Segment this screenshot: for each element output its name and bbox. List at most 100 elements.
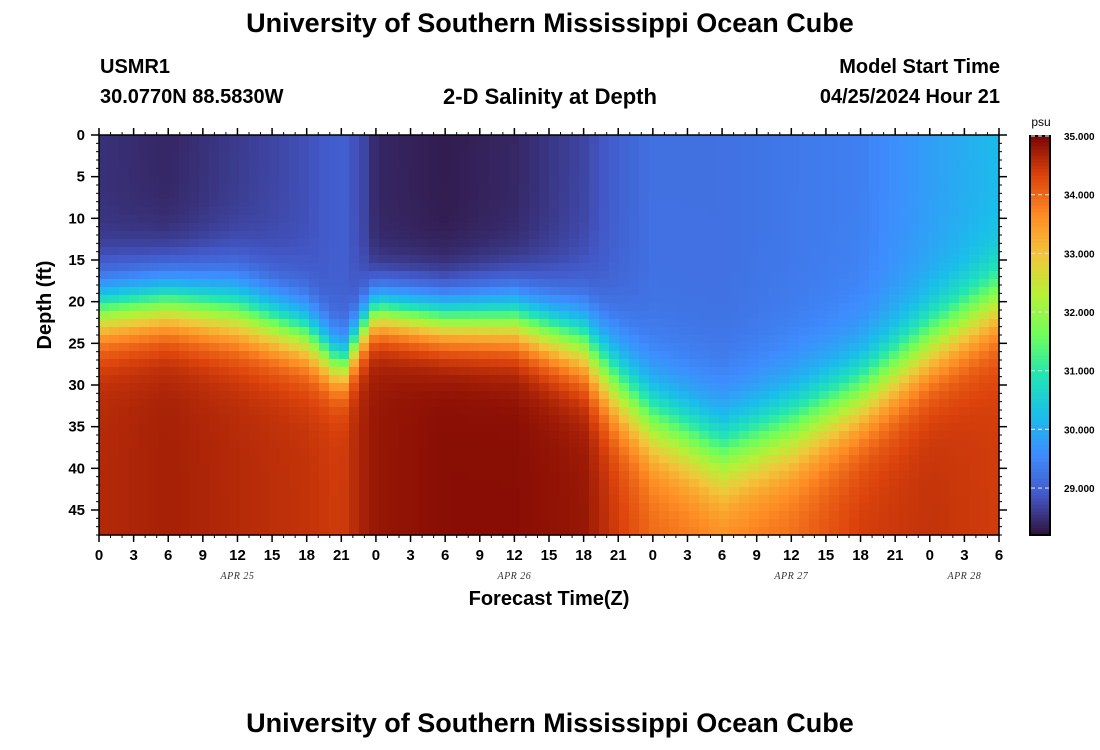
heatmap-cell: [139, 319, 150, 328]
heatmap-cell: [169, 455, 180, 464]
heatmap-cell: [99, 359, 110, 368]
heatmap-cell: [819, 239, 830, 248]
heatmap-cell: [489, 223, 500, 232]
heatmap-cell: [929, 423, 940, 432]
heatmap-cell: [849, 167, 860, 176]
heatmap-cell: [199, 215, 210, 224]
heatmap-cell: [759, 287, 770, 296]
heatmap-cell: [779, 391, 790, 400]
heatmap-cell: [469, 263, 480, 272]
heatmap-cell: [709, 511, 720, 520]
heatmap-cell: [189, 431, 200, 440]
heatmap-cell: [109, 447, 120, 456]
heatmap-cell: [229, 519, 240, 528]
colorbar-segment: [1030, 235, 1050, 240]
heatmap-cell: [529, 319, 540, 328]
heatmap-cell: [429, 367, 440, 376]
heatmap-cell: [119, 207, 130, 216]
heatmap-cell: [959, 263, 970, 272]
heatmap-cell: [879, 263, 890, 272]
colorbar-segment: [1030, 408, 1050, 413]
heatmap-cell: [899, 351, 910, 360]
heatmap-cell: [219, 351, 230, 360]
heatmap-cell: [199, 519, 210, 528]
heatmap-cell: [709, 295, 720, 304]
heatmap-cell: [559, 319, 570, 328]
heatmap-cell: [739, 199, 750, 208]
heatmap-cell: [319, 471, 330, 480]
heatmap-cell: [159, 423, 170, 432]
heatmap-cell: [959, 495, 970, 504]
heatmap-cell: [259, 431, 270, 440]
heatmap-cell: [459, 439, 470, 448]
heatmap-cell: [159, 279, 170, 288]
heatmap-cell: [739, 479, 750, 488]
heatmap-cell: [119, 279, 130, 288]
heatmap-cell: [679, 351, 690, 360]
heatmap-cell: [579, 295, 590, 304]
heatmap-cell: [739, 279, 750, 288]
heatmap-cell: [459, 391, 470, 400]
heatmap-cell: [199, 495, 210, 504]
heatmap-cell: [629, 375, 640, 384]
heatmap-cell: [419, 383, 430, 392]
heatmap-cell: [209, 471, 220, 480]
heatmap-cell: [179, 335, 190, 344]
heatmap-cell: [189, 159, 200, 168]
heatmap-cell: [199, 455, 210, 464]
heatmap-cell: [779, 143, 790, 152]
heatmap-cell: [539, 447, 550, 456]
heatmap-cell: [259, 199, 270, 208]
heatmap-cell: [839, 319, 850, 328]
heatmap-cell: [639, 479, 650, 488]
heatmap-cell: [539, 303, 550, 312]
heatmap-cell: [719, 527, 730, 536]
heatmap-cell: [829, 319, 840, 328]
heatmap-cell: [809, 527, 820, 536]
heatmap-cell: [749, 343, 760, 352]
heatmap-cell: [259, 439, 270, 448]
heatmap-cell: [689, 167, 700, 176]
heatmap-cell: [729, 327, 740, 336]
heatmap-cell: [549, 391, 560, 400]
heatmap-cell: [99, 295, 110, 304]
heatmap-cell: [289, 527, 300, 536]
heatmap-cell: [819, 303, 830, 312]
heatmap-cell: [399, 223, 410, 232]
heatmap-cell: [859, 463, 870, 472]
heatmap-cell: [619, 151, 630, 160]
heatmap-cell: [499, 495, 510, 504]
heatmap-cell: [339, 167, 350, 176]
heatmap-cell: [229, 223, 240, 232]
heatmap-cell: [99, 183, 110, 192]
heatmap-cell: [609, 191, 620, 200]
heatmap-cell: [629, 151, 640, 160]
heatmap-cell: [439, 231, 450, 240]
heatmap-cell: [109, 279, 120, 288]
heatmap-cell: [569, 487, 580, 496]
heatmap-cell: [309, 335, 320, 344]
heatmap-cell: [329, 231, 340, 240]
heatmap-cell: [809, 183, 820, 192]
heatmap-cell: [129, 279, 140, 288]
heatmap-cell: [199, 231, 210, 240]
heatmap-cell: [679, 511, 690, 520]
heatmap-cell: [799, 351, 810, 360]
heatmap-cell: [179, 431, 190, 440]
heatmap-cell: [539, 287, 550, 296]
heatmap-cell: [559, 415, 570, 424]
heatmap-cell: [689, 143, 700, 152]
heatmap-cell: [729, 255, 740, 264]
heatmap-cell: [419, 447, 430, 456]
heatmap-cell: [589, 343, 600, 352]
heatmap-cell: [329, 143, 340, 152]
heatmap-cell: [809, 335, 820, 344]
heatmap-cell: [819, 391, 830, 400]
heatmap-cell: [899, 223, 910, 232]
heatmap-cell: [179, 167, 190, 176]
heatmap-cell: [179, 151, 190, 160]
heatmap-cell: [989, 295, 1000, 304]
heatmap-cell: [799, 527, 810, 536]
heatmap-cell: [459, 351, 470, 360]
heatmap-cell: [359, 247, 370, 256]
